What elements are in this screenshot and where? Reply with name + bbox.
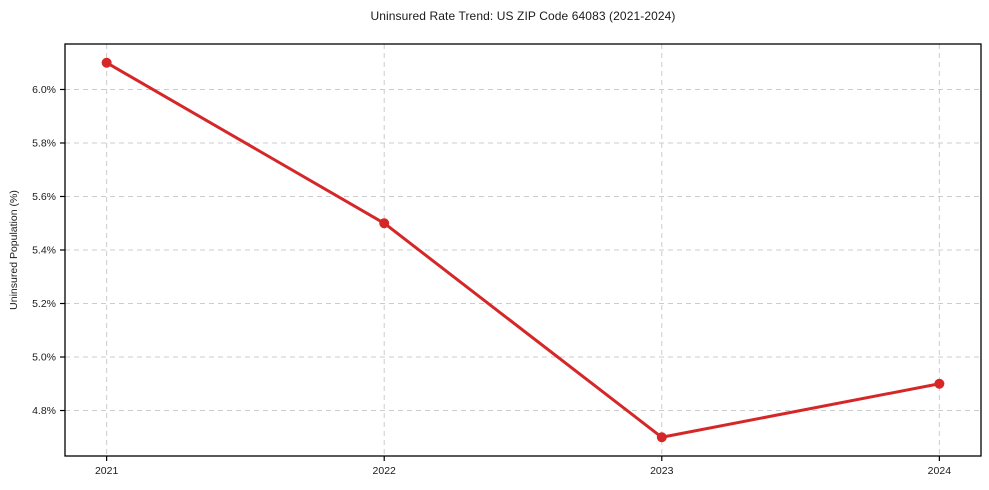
x-tick-label: 2022 — [373, 465, 397, 477]
y-tick-label: 5.0% — [32, 352, 56, 364]
data-point — [379, 218, 390, 229]
data-point — [656, 432, 667, 443]
y-tick-label: 5.8% — [32, 137, 56, 149]
y-tick-label: 6.0% — [32, 84, 56, 96]
y-tick-label: 4.8% — [32, 405, 56, 417]
chart-title: Uninsured Rate Trend: US ZIP Code 64083 … — [370, 9, 676, 23]
data-point — [101, 57, 112, 68]
trend-line — [105, 61, 941, 439]
y-tick-label: 5.6% — [32, 191, 56, 203]
x-tick-label: 2023 — [650, 465, 674, 477]
plot-border — [64, 43, 982, 457]
y-tick-label: 5.4% — [32, 245, 56, 257]
data-point — [934, 378, 945, 389]
x-tick-label: 2021 — [95, 465, 119, 477]
y-tick-label: 5.2% — [32, 298, 56, 310]
x-tick-label: 2024 — [928, 465, 952, 477]
